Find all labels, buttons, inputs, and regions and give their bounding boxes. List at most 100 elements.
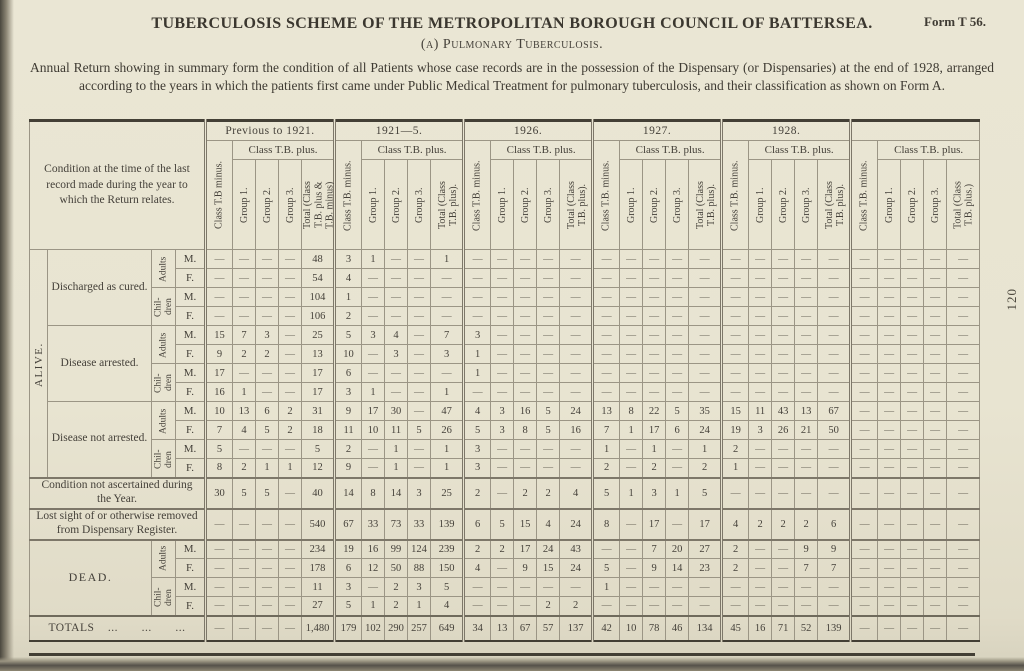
data-cell: — <box>771 476 796 509</box>
data-cell: — <box>923 306 948 326</box>
data-cell: — <box>255 439 279 459</box>
data-cell: 43 <box>771 401 796 421</box>
data-cell: — <box>204 558 233 578</box>
data-cell: — <box>748 382 773 402</box>
data-cell: 27 <box>688 538 723 559</box>
data-cell: — <box>665 268 690 288</box>
data-cell: — <box>748 439 773 459</box>
data-cell: 3 <box>748 420 773 440</box>
data-cell: 4 <box>462 558 492 578</box>
data-cell: — <box>946 382 981 402</box>
group-subheader: Group 3. <box>794 159 818 250</box>
data-cell: 17 <box>204 363 233 383</box>
data-cell: — <box>923 439 948 459</box>
data-cell: — <box>278 577 302 597</box>
class-tb-plus-header: Class T.B. plus. <box>877 140 981 160</box>
data-cell: — <box>849 614 879 642</box>
data-cell: — <box>900 249 925 269</box>
data-cell: 10 <box>361 420 386 440</box>
data-cell: — <box>720 268 750 288</box>
sex-label: F. <box>175 558 206 578</box>
data-cell: — <box>771 458 796 478</box>
data-cell: 3 <box>361 325 386 345</box>
data-cell: 3 <box>462 458 492 478</box>
row-label: Condition not ascertained during the Yea… <box>29 476 206 509</box>
data-cell: — <box>384 363 409 383</box>
data-cell: — <box>407 458 432 478</box>
data-cell: — <box>849 420 879 440</box>
data-cell: 4 <box>333 268 363 288</box>
data-cell: — <box>255 596 279 616</box>
data-cell: — <box>407 306 432 326</box>
data-cell: — <box>513 325 538 345</box>
age-group-label: Adults <box>151 325 176 364</box>
data-cell: 5 <box>591 476 621 509</box>
data-cell: 2 <box>513 476 538 509</box>
data-cell: — <box>384 306 409 326</box>
data-cell: 24 <box>559 401 594 421</box>
data-cell: 1 <box>430 458 465 478</box>
data-cell: 5 <box>536 420 561 440</box>
data-cell: — <box>900 538 925 559</box>
data-cell: — <box>407 439 432 459</box>
data-cell: — <box>946 476 981 509</box>
data-cell: — <box>513 439 538 459</box>
data-cell: — <box>748 538 773 559</box>
data-cell: — <box>817 287 852 307</box>
data-cell: — <box>513 249 538 269</box>
data-cell: 139 <box>817 614 852 642</box>
data-cell: — <box>665 363 690 383</box>
data-cell: 73 <box>384 507 409 540</box>
data-cell: 71 <box>771 614 796 642</box>
data-cell: 540 <box>300 507 336 540</box>
data-cell: — <box>900 325 925 345</box>
data-cell: — <box>900 401 925 421</box>
data-cell: — <box>536 249 561 269</box>
data-cell: — <box>748 577 773 597</box>
data-cell: 1 <box>642 439 667 459</box>
data-cell: — <box>642 325 667 345</box>
data-cell: — <box>407 249 432 269</box>
data-cell: — <box>720 363 750 383</box>
data-cell: — <box>877 287 902 307</box>
data-cell: 20 <box>665 538 690 559</box>
data-cell: — <box>665 344 690 364</box>
data-cell: — <box>278 382 302 402</box>
data-cell: 14 <box>665 558 690 578</box>
data-cell: 17 <box>513 538 538 559</box>
data-cell: 7 <box>817 558 852 578</box>
data-cell: 34 <box>462 614 492 642</box>
data-cell: — <box>255 538 279 559</box>
section-label-alive: ALIVE. <box>29 249 48 478</box>
data-cell: 8 <box>513 420 538 440</box>
data-cell: 13 <box>591 401 621 421</box>
data-cell: — <box>361 458 386 478</box>
data-cell: — <box>794 249 819 269</box>
data-cell: 2 <box>536 596 561 616</box>
data-cell: — <box>946 538 981 559</box>
group-subheader: Group 2. <box>642 159 666 250</box>
data-cell: — <box>559 577 594 597</box>
data-cell: — <box>619 439 644 459</box>
data-cell: — <box>536 287 561 307</box>
data-cell: — <box>900 439 925 459</box>
data-cell: — <box>720 577 750 597</box>
data-cell: — <box>748 268 773 288</box>
data-cell: — <box>923 596 948 616</box>
sex-label: F. <box>175 382 206 402</box>
group-subheader: Group 2. <box>384 159 408 250</box>
data-cell: 1,480 <box>300 614 336 642</box>
data-cell: — <box>665 507 690 540</box>
data-cell: — <box>665 287 690 307</box>
condition-label: Disease arrested. <box>47 325 152 402</box>
row-header-title: Condition at the time of the last record… <box>29 120 207 250</box>
data-cell: 22 <box>642 401 667 421</box>
data-cell: — <box>536 344 561 364</box>
data-cell: — <box>407 344 432 364</box>
data-cell: — <box>817 476 852 509</box>
data-cell: — <box>255 614 279 642</box>
page-description: Annual Return showing in summary form th… <box>30 60 994 93</box>
data-cell: — <box>877 401 902 421</box>
data-cell: 4 <box>232 420 256 440</box>
data-cell: — <box>407 287 432 307</box>
